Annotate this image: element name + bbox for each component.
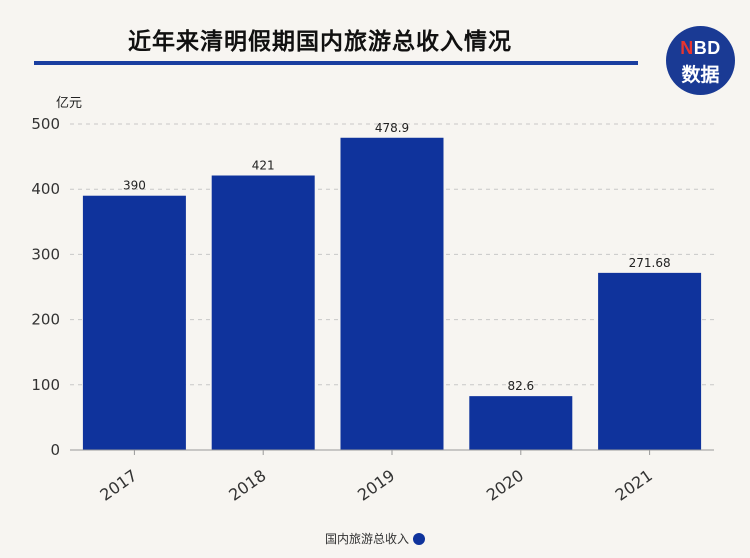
y-tick-label: 200 <box>31 311 60 329</box>
data-label-2020: 82.6 <box>507 379 534 393</box>
bar-2018 <box>211 175 315 450</box>
bar-2019 <box>340 137 444 450</box>
logo-brand: NBD <box>666 38 735 59</box>
x-tick-label-2021: 2021 <box>612 466 656 505</box>
y-tick-label: 300 <box>31 245 60 263</box>
chart-title: 近年来清明假期国内旅游总收入情况 <box>128 29 512 55</box>
x-tick-label-2018: 2018 <box>225 466 269 505</box>
x-tick-label-2020: 2020 <box>483 466 527 505</box>
data-labels: 390 421 478.9 82.6 271.68 <box>123 121 671 393</box>
bar-2021 <box>598 272 702 450</box>
logo-sub: 数据 <box>681 64 720 86</box>
y-axis-unit: 亿元 <box>56 96 82 111</box>
x-tick-label-2019: 2019 <box>354 466 398 505</box>
data-label-2018: 421 <box>252 159 275 173</box>
data-label-2021: 271.68 <box>629 256 671 270</box>
legend-label: 国内旅游总收入 <box>324 532 409 546</box>
bar-2017 <box>82 195 186 450</box>
data-label-2017: 390 <box>123 179 146 193</box>
nbd-logo: NBD 数据 <box>666 26 735 95</box>
logo-brand-n: N <box>680 38 694 58</box>
y-tick-label: 0 <box>50 441 60 459</box>
x-tick-label-2017: 2017 <box>96 466 140 505</box>
legend: 国内旅游总收入 <box>0 530 750 547</box>
x-axis: 2017 2018 2019 2020 2021 <box>70 449 714 505</box>
logo-brand-rest: BD <box>693 38 721 58</box>
y-tick-label: 500 <box>31 115 60 133</box>
legend-swatch <box>413 533 425 545</box>
y-tick-label: 400 <box>31 180 60 198</box>
bars <box>82 137 702 450</box>
bar-2020 <box>469 396 573 450</box>
data-label-2019: 478.9 <box>375 121 409 135</box>
y-axis: 0 100 200 300 400 500 <box>31 115 60 459</box>
y-tick-label: 100 <box>31 376 60 394</box>
title-underline <box>34 61 638 65</box>
